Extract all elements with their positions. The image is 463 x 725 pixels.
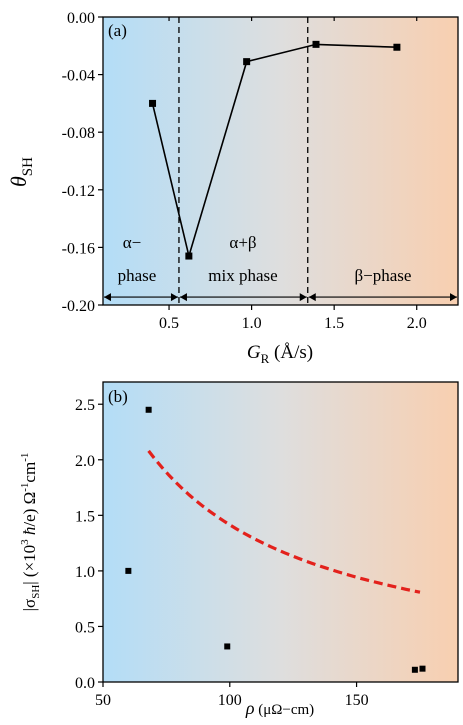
fit-curve [147, 449, 421, 594]
data-point [125, 567, 132, 574]
scatter-points [125, 406, 426, 673]
arrow-head-right [170, 293, 178, 302]
arrow-head-right [299, 293, 307, 302]
x-tick-label: 100 [218, 692, 242, 709]
panel-a-frame [102, 16, 459, 306]
phase-arrows [104, 293, 457, 302]
panel-label-a: (a) [108, 21, 127, 40]
y-tick-label: 0.5 [75, 619, 95, 636]
panel-b: 50 100 150 0.0 0.5 1.0 1.5 2.0 2.5 (b) |σSH| (×… [19, 381, 459, 718]
phase-boundaries [178, 17, 309, 305]
y-tick-label: -0.08 [62, 125, 95, 142]
x-tick-label: 1.5 [324, 315, 344, 332]
panel-a-background [103, 17, 458, 305]
region-label-mix-1: α+β [229, 233, 256, 252]
region-label-alpha-1: α− [123, 233, 142, 252]
y-tick-label: -0.20 [62, 298, 95, 315]
x-axis-label-a: GR (Å/s) [247, 342, 313, 366]
data-point [393, 43, 401, 51]
panel-b-background [103, 382, 458, 682]
y-ticks: 0.0 0.5 1.0 1.5 2.0 2.5 [75, 397, 103, 692]
data-point [145, 406, 152, 413]
data-point [185, 252, 193, 260]
y-tick-label: -0.12 [62, 183, 95, 200]
data-point [312, 40, 320, 48]
y-tick-label: -0.04 [62, 68, 95, 85]
y-axis-label-a: θSH [6, 157, 36, 187]
y-tick-label: 0.00 [67, 10, 95, 27]
region-label-mix-2: mix phase [208, 266, 277, 285]
arrow-head-left [179, 293, 187, 302]
data-point [149, 99, 157, 107]
series-points [149, 40, 401, 260]
x-tick-label: 50 [95, 692, 111, 709]
arrow-head-right [450, 293, 457, 302]
y-axis-label-b: |σSH| (×103 ħ/e) Ω-1cm-1 [19, 453, 42, 612]
panel-a: 0.5 1.0 1.5 2.0 0.00 -0.04 -0.08 -0.12 -0.16 -0.… [6, 10, 459, 366]
arrow-head-left [308, 293, 316, 302]
panel-label-b: (b) [108, 387, 128, 406]
region-label-beta: β−phase [355, 266, 412, 285]
x-ticks: 0.5 1.0 1.5 2.0 [159, 17, 427, 332]
panel-b-frame [102, 381, 459, 683]
y-tick-label: 2.0 [75, 453, 95, 470]
x-axis-label-b: ρ (μΩ−cm) [245, 698, 314, 718]
x-tick-label: 150 [345, 692, 369, 709]
x-ticks: 50 100 150 [95, 682, 369, 709]
y-tick-label: 1.5 [75, 508, 95, 525]
region-label-alpha-2: phase [118, 266, 157, 285]
data-point [243, 58, 251, 66]
arrow-head-left [104, 293, 111, 302]
data-point [419, 665, 426, 672]
y-tick-label: -0.16 [62, 240, 95, 257]
data-point [224, 643, 231, 650]
y-tick-label: 2.5 [75, 397, 95, 414]
x-tick-label: 0.5 [159, 315, 179, 332]
y-tick-label: 1.0 [75, 564, 95, 581]
data-point [411, 666, 418, 673]
y-ticks: 0.00 -0.04 -0.08 -0.12 -0.16 -0.20 [62, 10, 103, 315]
y-tick-label: 0.0 [75, 675, 95, 692]
x-tick-label: 1.0 [242, 315, 262, 332]
x-tick-label: 2.0 [407, 315, 427, 332]
